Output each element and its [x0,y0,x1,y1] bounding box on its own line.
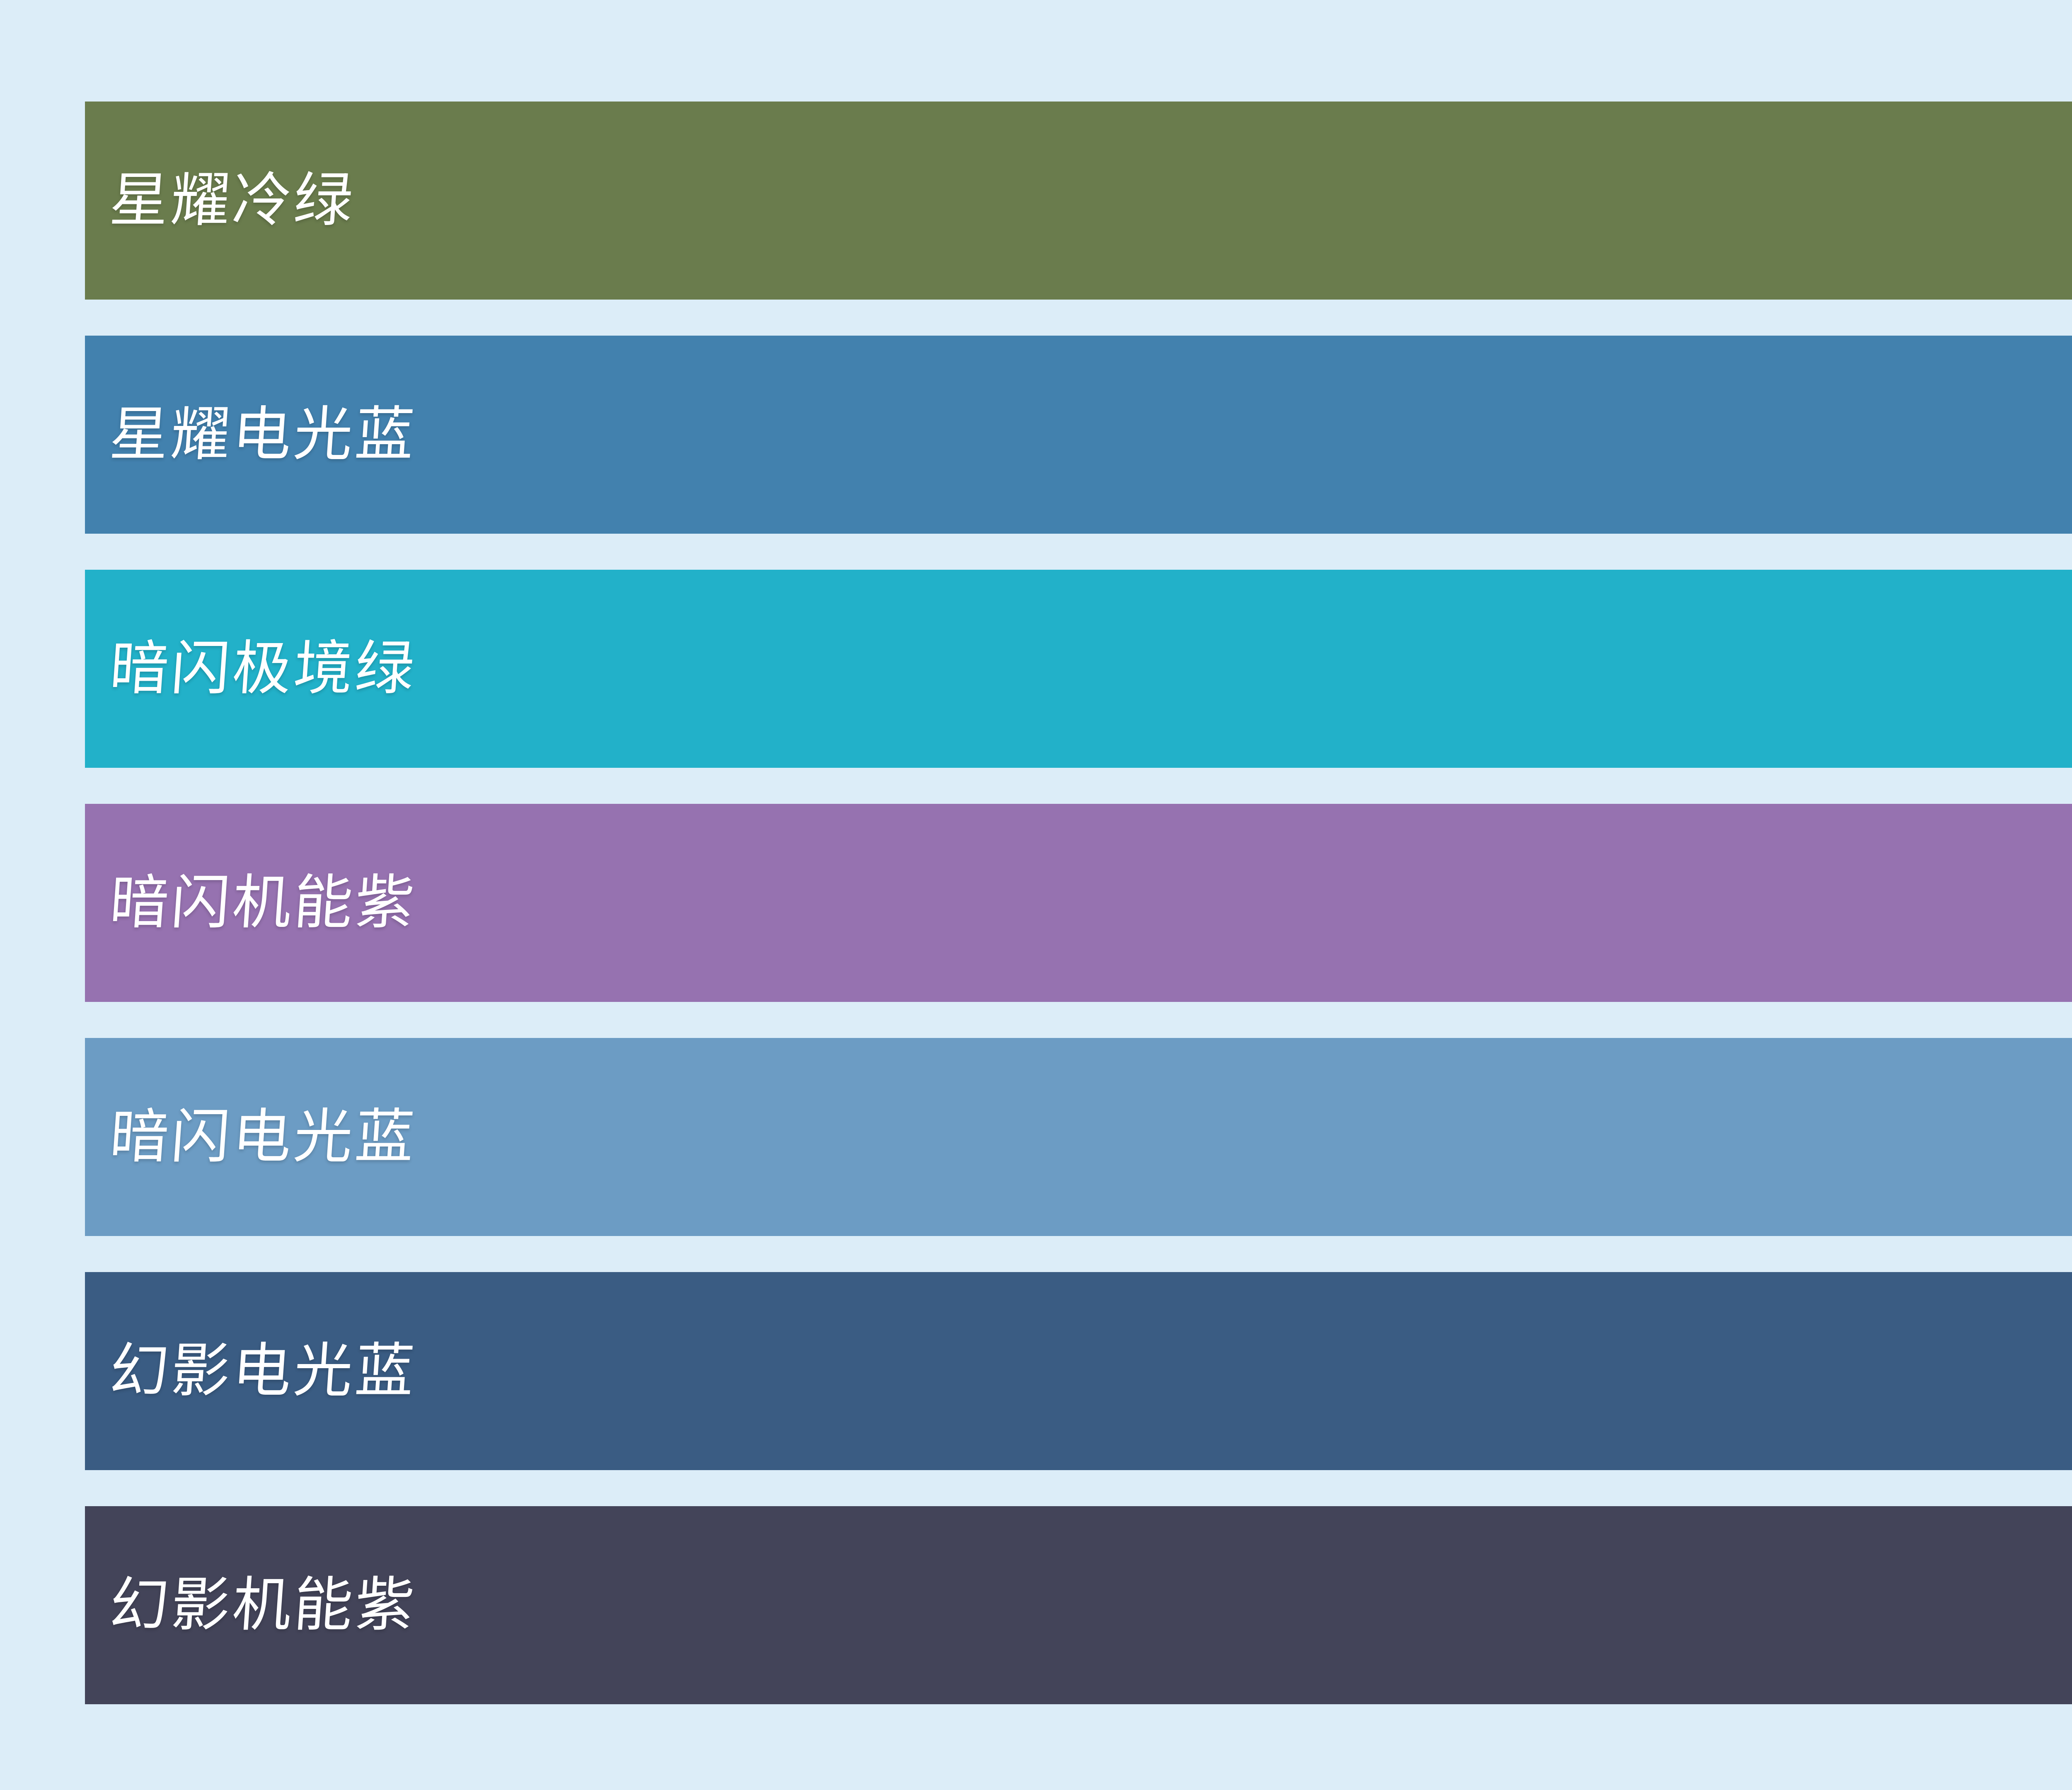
color-bar-xingyao-dianguanglan: 星耀电光蓝 [85,336,2072,534]
color-bar-xingyao-lenglv: 星耀冷绿 [85,102,2072,300]
color-bar-anshan-jinengzi: 暗闪机能紫 [85,804,2072,1002]
color-name-label: 幻影电光蓝 [107,1338,419,1404]
color-name-label: 星耀电光蓝 [107,402,419,467]
color-name-label: 暗闪极境绿 [107,636,419,701]
color-name-label: 幻影机能紫 [107,1572,419,1638]
color-bar-anshan-jijinglv: 暗闪极境绿 [85,570,2072,768]
color-name-label: 暗闪机能紫 [107,870,419,936]
color-bar-huanying-jinengzi: 幻影机能紫 [85,1506,2072,1704]
color-swatch-list: 星耀冷绿 星耀电光蓝 暗闪极境绿 暗闪机能紫 暗闪电光蓝 幻影电光蓝 幻影机能紫 [85,102,2072,1740]
color-bar-anshan-dianguanglan: 暗闪电光蓝 [85,1038,2072,1236]
color-bar-huanying-dianguanglan: 幻影电光蓝 [85,1272,2072,1470]
color-name-label: 星耀冷绿 [107,167,358,233]
color-name-label: 暗闪电光蓝 [107,1104,419,1170]
